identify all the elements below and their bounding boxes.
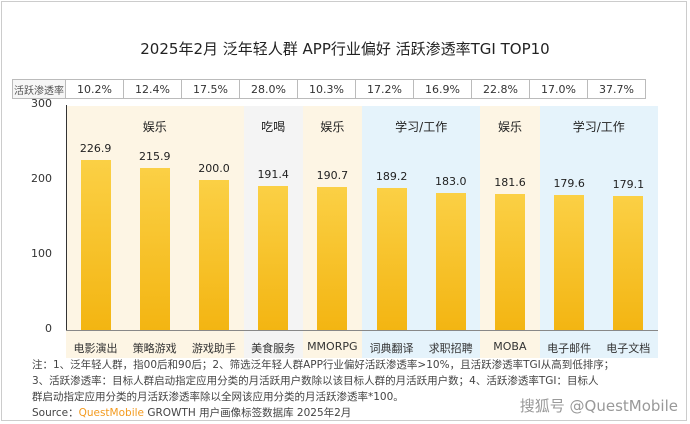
group-label: 吃喝 (261, 120, 286, 134)
penetration-cell: 12.4% (123, 79, 182, 99)
x-tick-label: 电子文档 (606, 342, 651, 355)
bar (139, 168, 170, 330)
notes: 注：1、泛年轻人群，指00后和90后；2、筛选泛年轻人群APP行业偏好活跃渗透率… (32, 357, 662, 421)
bar (613, 195, 644, 330)
group-label: 娱乐 (497, 120, 522, 134)
x-tick-label: 策略游戏 (132, 342, 177, 355)
group-label: 学习/工作 (395, 120, 448, 134)
bar (435, 192, 466, 330)
source: Source：QuestMobile GROWTH 用户画像标签数据库 2025… (32, 405, 662, 421)
data-label: 200.0 (198, 162, 230, 175)
penetration-cell: 28.0% (239, 79, 298, 99)
group-label: 娱乐 (142, 120, 167, 134)
x-axis (66, 330, 658, 331)
watermark: 搜狐号 @QuestMobile (519, 397, 678, 415)
y-tick-label: 100 (31, 247, 52, 260)
source-prefix: Source： (32, 407, 79, 419)
x-tick-label: 美食服务 (251, 342, 296, 355)
penetration-cell: 22.8% (471, 79, 530, 99)
penetration-cell: 17.2% (355, 79, 414, 99)
bar (554, 195, 585, 330)
source-rest: GROWTH 用户画像标签数据库 2025年2月 (144, 407, 352, 419)
y-tick-label: 0 (45, 322, 52, 335)
source-brand: QuestMobile (78, 407, 144, 419)
data-label: 181.6 (494, 175, 526, 189)
penetration-cell: 10.3% (297, 79, 356, 99)
data-label: 191.4 (257, 168, 289, 182)
bar (376, 188, 407, 330)
penetration-table: 活跃渗透率 10.2% 12.4% 17.5% 28.0% 10.3% 17.2% 16.9%… (12, 79, 646, 99)
x-tick-label: MMORPG (307, 340, 358, 353)
data-label: 179.6 (553, 177, 585, 191)
x-tick-label: 游戏助手 (191, 342, 236, 355)
group-label: 娱乐 (320, 120, 345, 134)
penetration-cell: 37.7% (587, 79, 646, 99)
penetration-cell: 16.9% (413, 79, 472, 99)
y-axis (66, 105, 67, 331)
bar (495, 193, 525, 330)
bar (317, 186, 348, 330)
bar (80, 159, 111, 330)
data-label: 179.1 (612, 177, 645, 191)
y-tick-label: 300 (31, 97, 52, 110)
x-tick-label: 电子邮件 (547, 342, 592, 355)
x-tick-label: 电影演出 (73, 342, 118, 355)
penetration-cell: 17.0% (529, 79, 588, 99)
note-line: 群启动指定应用分类的月活跃渗透率除以全网该应用分类的月活跃渗透率*100。 (32, 391, 404, 403)
data-label: 189.2 (375, 170, 408, 184)
x-tick-label: 词典翻译 (369, 342, 414, 355)
penetration-header: 活跃渗透率 (12, 79, 66, 99)
data-label: 190.7 (316, 168, 349, 182)
x-tick-label: 求职招聘 (428, 342, 473, 355)
data-label: 183.0 (435, 174, 467, 188)
bar (199, 180, 229, 330)
penetration-cell: 17.5% (181, 79, 240, 99)
bar (258, 186, 289, 330)
penetration-cell: 10.2% (65, 79, 124, 99)
data-label: 215.9 (139, 150, 171, 164)
y-tick-label: 200 (31, 172, 52, 185)
group-label: 学习/工作 (572, 120, 625, 134)
x-tick-label: MOBA (493, 340, 527, 353)
chart-title: 2025年2月 泛年轻人群 APP行业偏好 活跃渗透率TGI TOP10 (140, 40, 550, 58)
note-line: 注：1、泛年轻人群，指00后和90后；2、筛选泛年轻人群APP行业偏好活跃渗透率… (32, 359, 615, 371)
data-label: 226.9 (79, 141, 112, 155)
note-line: 3、活跃渗透率：目标人群启动指定应用分类的月活跃用户数除以该目标人群的月活跃用户… (32, 375, 599, 387)
